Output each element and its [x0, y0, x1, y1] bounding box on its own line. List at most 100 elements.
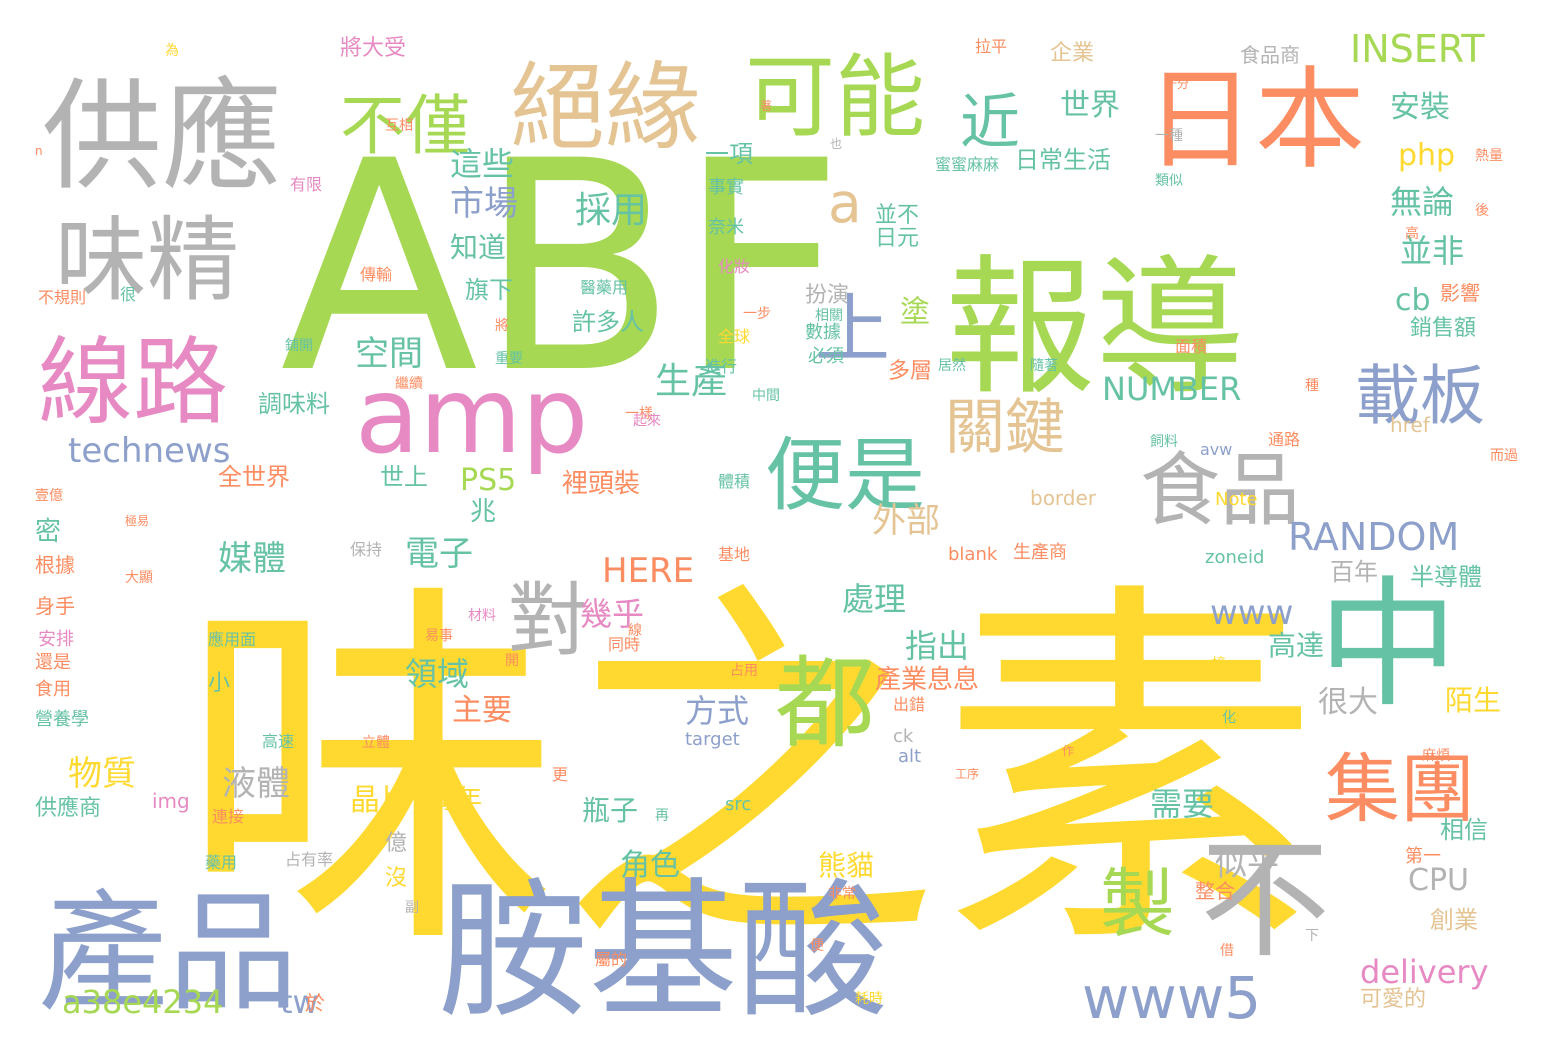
- cloud-word: 日常生活: [1015, 146, 1111, 174]
- cloud-word: alt: [898, 746, 921, 767]
- cloud-word: 居然: [938, 357, 966, 374]
- cloud-word: blank: [948, 544, 998, 565]
- cloud-word: 不僅: [340, 89, 470, 164]
- cloud-word: cb: [1395, 283, 1431, 318]
- cloud-word: Note: [1215, 489, 1258, 510]
- cloud-word: 很大: [1318, 685, 1378, 720]
- cloud-word: 方式: [685, 692, 749, 730]
- cloud-word: 非常: [828, 886, 856, 902]
- cloud-word: 再: [655, 808, 669, 824]
- cloud-word: 壹億: [35, 488, 63, 504]
- cloud-word: 世上: [380, 463, 428, 491]
- cloud-word: 於: [305, 991, 325, 1015]
- cloud-word: 借: [1220, 943, 1234, 959]
- cloud-word: 線: [628, 623, 642, 639]
- cloud-word: img: [152, 789, 190, 813]
- cloud-word: 日元: [875, 226, 919, 251]
- cloud-word: 億: [385, 831, 407, 856]
- cloud-word: 瓶子: [582, 794, 638, 827]
- cloud-word: 極易: [125, 513, 149, 528]
- cloud-word: 產業息息: [875, 665, 979, 695]
- cloud-word: 對: [508, 574, 588, 667]
- cloud-word: 企業: [1050, 41, 1094, 66]
- cloud-word: 便: [810, 938, 824, 954]
- cloud-word: href: [1390, 413, 1431, 437]
- cloud-word: 味精: [55, 207, 239, 314]
- cloud-word: delivery: [1360, 953, 1489, 991]
- cloud-word: 必須: [808, 346, 844, 367]
- cloud-word: 連接: [212, 807, 244, 826]
- cloud-word: 面積: [1175, 337, 1207, 356]
- cloud-word: 指出: [905, 627, 969, 665]
- cloud-word: 許多人: [572, 308, 644, 336]
- cloud-word: php: [1398, 138, 1455, 173]
- cloud-word: border: [1030, 486, 1097, 510]
- cloud-word: 通路: [1268, 430, 1300, 449]
- cloud-word: 近: [960, 88, 1020, 158]
- cloud-word: 接: [1212, 655, 1226, 672]
- cloud-word: 並不: [875, 203, 919, 228]
- cloud-word: 相信: [1440, 816, 1488, 844]
- cloud-word: 占用: [730, 663, 758, 679]
- cloud-word: 製: [1100, 860, 1175, 948]
- cloud-word: PS5: [460, 463, 516, 498]
- cloud-word: 不: [1200, 824, 1330, 976]
- cloud-word: 一項: [705, 140, 753, 168]
- cloud-word: 中間: [752, 388, 780, 404]
- cloud-word: 兆: [470, 497, 496, 527]
- cloud-word: 體積: [718, 472, 750, 491]
- cloud-word: 創業: [1430, 906, 1478, 934]
- cloud-word: 互相: [385, 118, 413, 134]
- cloud-word: CPU: [1408, 863, 1469, 898]
- cloud-word: 這些: [450, 145, 514, 183]
- cloud-word: 主要: [452, 693, 512, 728]
- cloud-word: 蜜蜜麻麻: [935, 155, 999, 174]
- cloud-word: 塗: [900, 295, 930, 330]
- cloud-word: 高達: [1268, 629, 1324, 662]
- cloud-word: 為: [165, 43, 179, 59]
- cloud-word: 進行: [705, 357, 737, 376]
- cloud-word: 一步: [743, 306, 771, 322]
- cloud-word: 化妝: [718, 257, 750, 276]
- cloud-word: 整合: [1195, 879, 1235, 903]
- cloud-word: 種: [1305, 378, 1319, 394]
- cloud-word: 麻煩: [1422, 748, 1450, 764]
- cloud-word: 扮演: [805, 283, 849, 308]
- cloud-word: 醫藥用: [580, 278, 628, 297]
- cloud-word: 晶片: [350, 783, 410, 818]
- cloud-word: 有限: [290, 175, 322, 194]
- cloud-word: 採用: [575, 190, 647, 231]
- cloud-word: 領域: [405, 655, 469, 693]
- cloud-word: 材料: [468, 608, 496, 624]
- cloud-word: 基地: [718, 545, 750, 564]
- cloud-word: 可愛的: [1360, 987, 1426, 1012]
- cloud-word: 身手: [35, 594, 75, 618]
- cloud-word: 載板: [1355, 359, 1485, 434]
- cloud-word: 絕緣: [510, 53, 700, 163]
- cloud-word: 重要: [495, 351, 523, 367]
- cloud-word: 奈米: [708, 217, 744, 238]
- cloud-word: 熱量: [1475, 148, 1503, 164]
- cloud-word: 並非: [1400, 232, 1464, 270]
- cloud-word: 飼料: [1150, 434, 1178, 450]
- cloud-word: 繼續: [395, 376, 423, 392]
- cloud-word: 陌生: [1445, 684, 1501, 717]
- cloud-word: 開: [505, 653, 519, 669]
- cloud-word: 電子: [405, 534, 473, 574]
- cloud-word: 還是: [35, 652, 71, 673]
- cloud-word: 耗時: [855, 991, 883, 1007]
- cloud-word: 屬的: [595, 950, 627, 969]
- cloud-word: 食品: [1140, 444, 1300, 537]
- cloud-word: 小: [208, 671, 230, 696]
- cloud-word: 關鍵: [945, 393, 1065, 463]
- cloud-word: RANDOM: [1288, 515, 1459, 559]
- cloud-word: 市場: [450, 184, 518, 224]
- cloud-word: 安排: [38, 629, 74, 650]
- cloud-word: 同時: [608, 635, 640, 654]
- cloud-word: 中: [1318, 564, 1458, 727]
- cloud-word: 胺基酸: [438, 865, 888, 1039]
- cloud-word: technews: [68, 431, 230, 471]
- cloud-word: 應用面: [208, 630, 256, 649]
- cloud-word: 產品: [38, 877, 298, 1029]
- cloud-word: 高速: [262, 732, 294, 751]
